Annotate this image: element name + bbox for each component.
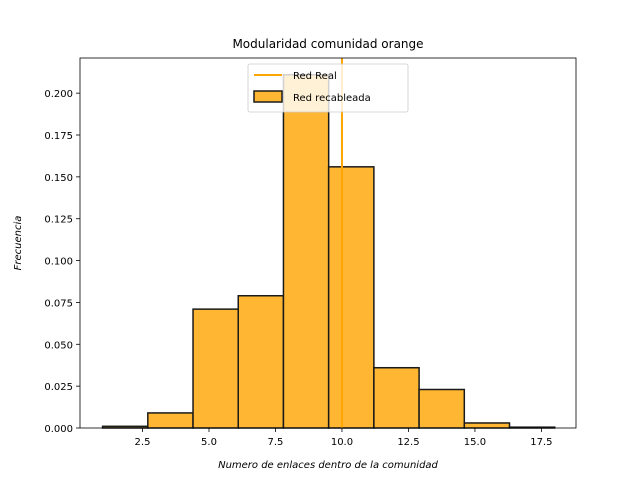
y-tick-label: 0.150 [44,173,73,184]
histogram-bar [192,308,239,429]
x-axis-ticks: 2.5 5.0 7.5 10.0 12.5 15.0 17.5 [135,428,553,448]
x-tick-label: 15.0 [464,437,486,448]
histogram-bar [147,412,194,429]
x-axis-label: Numero de enlaces dentro de la comunidad [218,460,438,471]
legend: Red Real Red recableada [247,63,409,113]
x-tick-label: 5.0 [201,437,217,448]
histogram-bar [463,422,511,429]
histogram-bars [101,73,556,429]
chart-title: Modularidad comunidad orange [232,37,423,51]
y-tick-label: 0.050 [44,340,73,351]
y-tick-label: 0.025 [44,382,73,393]
y-tick-label: 0.000 [44,424,73,435]
x-tick-label: 10.0 [331,437,353,448]
legend-label-red-real: Red Real [293,71,337,82]
histogram-bar [237,294,285,429]
x-tick-label: 12.5 [397,437,419,448]
plot-frame [79,57,577,429]
legend-box [247,63,409,113]
x-tick-label: 7.5 [268,437,284,448]
histogram-bar [327,166,375,429]
x-tick-label: 17.5 [530,437,552,448]
y-tick-label: 0.200 [44,89,73,100]
x-tick-label: 2.5 [135,437,151,448]
y-axis-label: Frecuencia [13,216,24,271]
legend-label-red-recableada: Red recableada [293,93,371,104]
y-tick-label: 0.125 [44,215,73,226]
histogram-bar [282,73,330,429]
y-tick-label: 0.100 [44,257,73,268]
y-axis-ticks: 0.000 0.025 0.050 0.075 0.100 0.125 0.150 0.175… [44,89,80,435]
y-tick-label: 0.175 [44,131,73,142]
legend-patch-swatch [253,90,283,103]
histogram-bar [373,366,420,429]
y-tick-label: 0.075 [44,298,73,309]
histogram-bar [418,388,466,429]
